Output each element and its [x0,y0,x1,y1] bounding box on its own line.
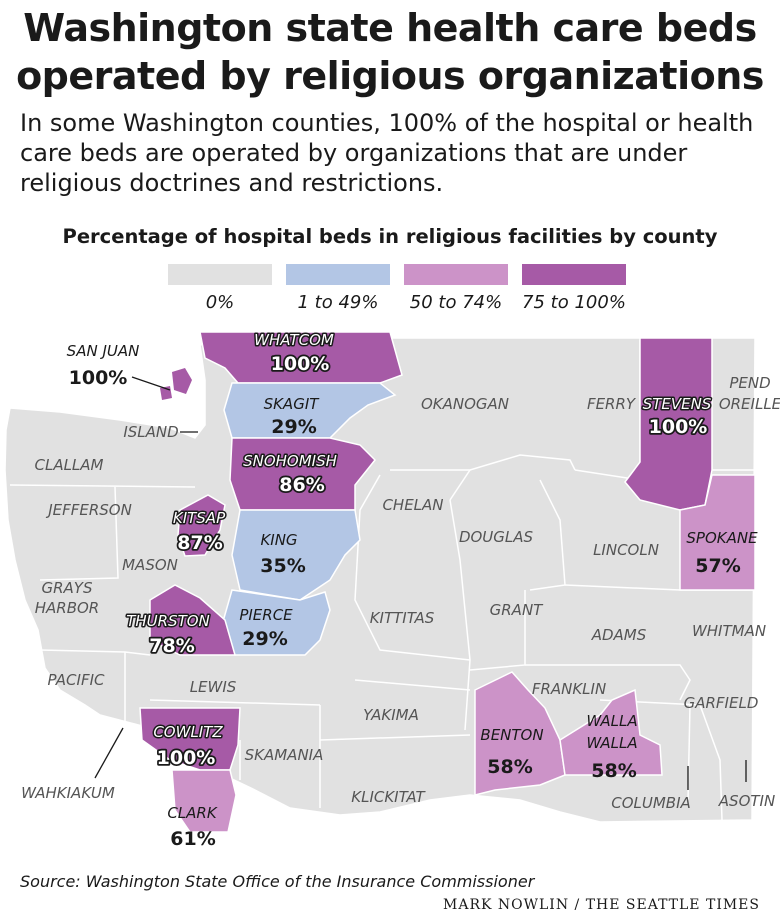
washington-county-map: ISLAND CLALLAM JEFFERSON MASON GRAYS HAR… [4,330,780,851]
subtitle-line-2: care beds are operated by organizations … [20,139,688,167]
label-okanogan: OKANOGAN [421,395,509,413]
label-stevens-name: STEVENS [643,395,712,413]
county-thurston [149,584,236,656]
subtitle-line-3: religious doctrines and restrictions. [20,169,444,197]
legend-item-0: 0% [168,264,272,313]
label-clallam: CLALLAM [34,456,103,474]
label-whatcom-name: WHATCOM [254,331,334,349]
county-san-juan-island-1 [172,368,192,394]
label-thurston-value: 78% [149,635,194,657]
label-kittitas: KITTITAS [370,609,435,627]
label-skagit-value: 29% [271,416,316,438]
label-stevens-value: 100% [649,416,708,438]
legend-swatch-1 [286,264,390,285]
county-kitsap [177,494,226,557]
label-grays-harbor-2: HARBOR [35,599,99,617]
label-walla-walla-name-2: WALLA [586,734,637,752]
legend-item-2: 50 to 74% [404,264,508,313]
shaded-counties [139,331,756,833]
label-jefferson: JEFFERSON [45,501,132,519]
label-pend-oreille-1: PEND [729,374,770,392]
subtitle-line-1: In some Washington counties, 100% of the… [20,109,754,137]
county-clark [171,769,237,833]
plain-county-labels: ISLAND CLALLAM JEFFERSON MASON GRAYS HAR… [21,374,780,812]
map-title: Washington state health care beds operat… [0,4,780,100]
label-franklin: FRANKLIN [532,680,606,698]
label-walla-walla-name-1: WALLA [586,712,637,730]
label-clark-name: CLARK [167,804,218,822]
label-clark-value: 61% [170,828,215,850]
label-whatcom-value: 100% [271,353,330,375]
label-snohomish-name: SNOHOMISH [243,452,337,470]
label-adams: ADAMS [591,626,647,644]
label-kitsap-name: KITSAP [173,509,226,527]
legend-swatch-3 [522,264,626,285]
county-spokane [679,474,756,591]
label-benton-name: BENTON [480,726,543,744]
label-walla-walla-value: 58% [591,760,636,782]
label-benton-value: 58% [487,756,532,778]
label-lewis: LEWIS [190,678,237,696]
label-island: ISLAND [123,423,178,441]
county-skagit [223,382,397,439]
label-whitman: WHITMAN [692,622,766,640]
legend-title: Percentage of hospital beds in religious… [62,225,718,248]
label-yakima: YAKIMA [363,706,419,724]
label-san-juan-value: 100% [69,367,128,389]
legend: 0% 1 to 49% 50 to 74% 75 to 100% [168,264,628,314]
legend-item-1: 1 to 49% [286,264,390,313]
legend-label-0: 0% [205,292,235,313]
label-pend-oreille-2: OREILLE [719,395,780,413]
source-note: Source: Washington State Office of the I… [20,872,535,891]
label-cowlitz-name: COWLITZ [153,723,223,741]
label-douglas: DOUGLAS [459,528,534,546]
title-line-2: operated by religious organizations [16,54,764,98]
label-lincoln: LINCOLN [593,541,659,559]
county-walla-walla [559,688,663,776]
label-mason: MASON [122,556,178,574]
label-king-name: KING [260,531,297,549]
label-chelan: CHELAN [382,496,443,514]
label-pacific: PACIFIC [48,671,106,689]
subtitle: In some Washington counties, 100% of the… [20,108,765,198]
label-asotin: ASOTIN [718,792,775,810]
label-ferry: FERRY [587,395,637,413]
legend-swatch-2 [404,264,508,285]
label-columbia: COLUMBIA [611,794,691,812]
label-wahkiakum: WAHKIAKUM [21,784,115,802]
label-grays-harbor-1: GRAYS [42,579,93,597]
label-spokane-value: 57% [695,555,740,577]
label-garfield: GARFIELD [684,694,759,712]
title-line-1: Washington state health care beds [23,6,757,50]
label-skagit-name: SKAGIT [264,395,321,413]
county-snohomish [229,437,377,511]
legend-swatch-0 [168,264,272,285]
legend-label-3: 75 to 100% [522,292,626,313]
label-grant: GRANT [490,601,545,619]
label-snohomish-value: 86% [279,474,324,496]
label-pierce-value: 29% [242,628,287,650]
label-thurston-name: THURSTON [126,612,210,630]
county-king [231,509,361,601]
credit-line: MARK NOWLIN / THE SEATTLE TIMES [443,897,760,913]
label-kitsap-value: 87% [177,532,222,554]
shaded-county-labels: WHATCOM 100% SAN JUAN 100% SKAGIT 29% SN… [67,330,758,851]
legend-item-3: 75 to 100% [522,264,626,313]
leader-lines [94,376,747,790]
label-cowlitz-value: 100% [157,747,216,769]
label-spokane-name: SPOKANE [686,529,758,547]
label-pierce-name: PIERCE [239,606,293,624]
label-san-juan-name: SAN JUAN [67,342,140,360]
label-klickitat: KLICKITAT [351,788,426,806]
legend-label-1: 1 to 49% [297,292,379,313]
label-king-value: 35% [260,555,305,577]
legend-label-2: 50 to 74% [409,292,503,313]
label-skamania: SKAMANIA [245,746,324,764]
